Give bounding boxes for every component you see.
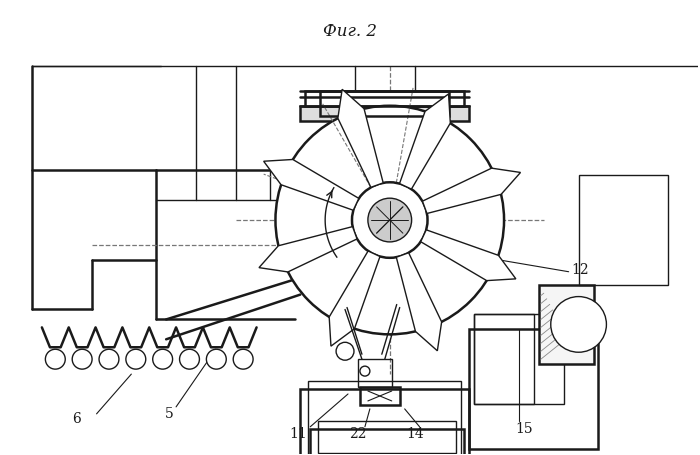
Bar	[320, 91, 449, 116]
Text: 5: 5	[164, 407, 174, 421]
Polygon shape	[396, 253, 442, 351]
Bar	[305, 91, 464, 106]
Text: 12: 12	[572, 263, 589, 277]
Text: 6: 6	[72, 412, 81, 426]
Circle shape	[360, 366, 370, 376]
Polygon shape	[423, 168, 521, 213]
Bar	[469, 329, 598, 449]
Polygon shape	[400, 94, 450, 189]
Polygon shape	[259, 227, 357, 272]
Circle shape	[179, 349, 200, 369]
Circle shape	[368, 198, 412, 242]
Bar	[358, 359, 392, 387]
Circle shape	[352, 182, 428, 258]
Circle shape	[72, 349, 92, 369]
Text: Фиг. 2: Фиг. 2	[323, 23, 377, 40]
Circle shape	[99, 349, 119, 369]
Bar	[474, 314, 534, 404]
Bar	[310, 429, 464, 455]
Bar	[474, 314, 564, 404]
Polygon shape	[338, 89, 383, 187]
Bar	[300, 389, 469, 455]
Bar	[539, 285, 594, 364]
Bar	[360, 387, 400, 405]
Bar	[300, 106, 469, 121]
Circle shape	[206, 349, 226, 369]
Polygon shape	[264, 159, 359, 210]
Text: 11: 11	[289, 427, 307, 441]
Text: 15: 15	[515, 422, 533, 436]
Circle shape	[153, 349, 173, 369]
Circle shape	[46, 349, 65, 369]
Polygon shape	[421, 230, 516, 281]
Circle shape	[336, 342, 354, 360]
Bar	[318, 421, 456, 453]
Circle shape	[551, 297, 606, 352]
Bar	[308, 381, 461, 455]
Polygon shape	[329, 251, 380, 346]
Circle shape	[126, 349, 146, 369]
Text: 22: 22	[349, 427, 367, 441]
Bar	[579, 175, 668, 285]
Circle shape	[276, 106, 504, 334]
Text: 14: 14	[407, 427, 424, 441]
Circle shape	[233, 349, 253, 369]
